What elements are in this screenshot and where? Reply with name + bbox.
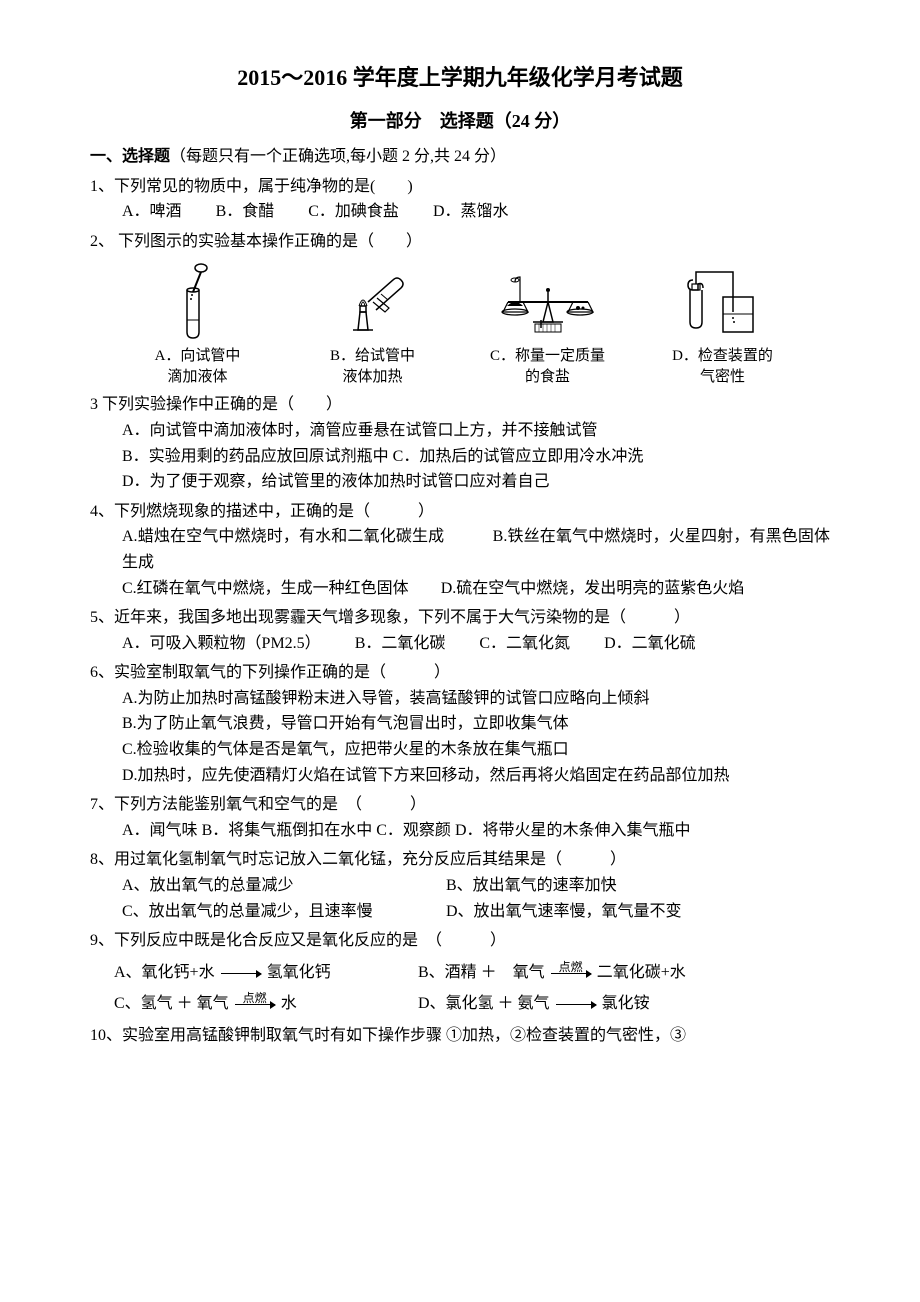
diagram-b-caption: B．给试管中 液体加热: [285, 346, 460, 388]
q9-b-cond: 点燃: [559, 958, 583, 977]
q6-opt-c: C.检验收集的气体是否是氧气，应把带火星的木条放在集气瓶口: [90, 737, 830, 763]
q9-c-left: C、氢气 ＋ 氧气: [114, 995, 229, 1012]
q9-opt-c: C、氢气 ＋ 氧气 点燃 水: [114, 991, 414, 1017]
q9-b-left: B、酒精 ＋ 氧气: [418, 964, 545, 981]
q3-opt-d: D．为了便于观察，给试管里的液体加热时试管口应对着自己: [90, 469, 830, 495]
question-5-text: 5、近年来，我国多地出现雾霾天气增多现象，下列不属于大气污染物的是（ ）: [90, 605, 830, 631]
q5-opt-b: B．二氧化碳: [355, 631, 446, 657]
q8-line1: A、放出氧气的总量减少 B、放出氧气的速率加快: [90, 873, 830, 899]
question-7: 7、下列方法能鉴别氧气和空气的是 （ ） A．闻气味 B．将集气瓶倒扣在水中 C…: [90, 792, 830, 843]
q9-opt-d: D、氯化氢 ＋ 氨气 氯化铵: [418, 991, 650, 1017]
q9-b-right: 二氧化碳+水: [597, 964, 686, 981]
arrow-icon: [221, 973, 261, 974]
q4-opt-c: C.红磷在氧气中燃烧，生成一种红色固体: [122, 580, 409, 597]
question-1-options: A．啤酒 B．食醋 C．加碘食盐 D．蒸馏水: [90, 199, 830, 225]
diagram-c: C．称量一定质量 的食盐: [460, 262, 635, 388]
question-3: 3 下列实验操作中正确的是（ ） A．向试管中滴加液体时，滴管应垂悬在试管口上方…: [90, 392, 830, 494]
diagram-c-caption: C．称量一定质量 的食盐: [460, 346, 635, 388]
q9-c-right: 水: [281, 995, 297, 1012]
q4-line-cd: C.红磷在氧气中燃烧，生成一种红色固体 D.硫在空气中燃烧，发出明亮的蓝紫色火焰: [90, 576, 830, 602]
question-9-text: 9、下列反应中既是化合反应又是氧化反应的是 （ ）: [90, 928, 830, 954]
q8-opt-d: D、放出氧气速率慢，氧气量不变: [446, 903, 682, 920]
question-5-options: A．可吸入颗粒物（PM2.5） B．二氧化碳 C．二氧化氮 D．二氧化硫: [90, 631, 830, 657]
cap-d2: 气密性: [700, 369, 745, 385]
question-2-text: 2、 下列图示的实验基本操作正确的是（ ）: [90, 229, 830, 255]
cap-d1: D．检查装置的: [672, 348, 773, 364]
arrow-icon: [556, 1004, 596, 1005]
q7-opt-b: B．将集气瓶倒扣在水中: [202, 822, 373, 839]
q5-opt-a: A．可吸入颗粒物（PM2.5）: [122, 631, 321, 657]
question-6-text: 6、实验室制取氧气的下列操作正确的是（ ）: [90, 660, 830, 686]
cap-a1: A．向试管中: [155, 348, 241, 364]
question-4: 4、下列燃烧现象的描述中，正确的是（ ） A.蜡烛在空气中燃烧时，有水和二氧化碳…: [90, 499, 830, 601]
q8-line2: C、放出氧气的总量减少，且速率慢 D、放出氧气速率慢，氧气量不变: [90, 899, 830, 925]
exam-title: 2015～2016 学年度上学期九年级化学月考试题: [90, 60, 830, 95]
arrow-icon: 点燃: [551, 973, 591, 974]
airtight-check-icon: [635, 262, 810, 342]
diagram-b: B．给试管中 液体加热: [285, 262, 460, 388]
q1-opt-d: D．蒸馏水: [433, 199, 509, 225]
question-5: 5、近年来，我国多地出现雾霾天气增多现象，下列不属于大气污染物的是（ ） A．可…: [90, 605, 830, 656]
q1-opt-c: C．加碘食盐: [308, 199, 399, 225]
q9-d-left: D、氯化氢 ＋ 氨气: [418, 995, 550, 1012]
question-8: 8、用过氧化氢制氧气时忘记放入二氧化锰，充分反应后其结果是（ ） A、放出氧气的…: [90, 847, 830, 924]
q5-opt-c: C．二氧化氮: [479, 631, 570, 657]
q1-opt-a: A．啤酒: [122, 199, 182, 225]
diagram-d-caption: D．检查装置的 气密性: [635, 346, 810, 388]
cap-b2: 液体加热: [342, 369, 402, 385]
question-9: 9、下列反应中既是化合反应又是氧化反应的是 （ ） A、氧化钙+水 氢氧化钙 B…: [90, 928, 830, 1017]
q7-options: A．闻气味 B．将集气瓶倒扣在水中 C．观察颜 D．将带火星的木条伸入集气瓶中: [90, 818, 830, 844]
question-4-text: 4、下列燃烧现象的描述中，正确的是（ ）: [90, 499, 830, 525]
question-1-text: 1、下列常见的物质中，属于纯净物的是( ): [90, 174, 830, 200]
q9-a-left: A、氧化钙+水: [114, 964, 215, 981]
cap-c1: C．称量一定质量: [490, 348, 605, 364]
q9-line-cd: C、氢气 ＋ 氧气 点燃 水 D、氯化氢 ＋ 氨气 氯化铵: [90, 991, 830, 1017]
question-10-text: 10、实验室用高锰酸钾制取氧气时有如下操作步骤 ①加热，②检查装置的气密性，③: [90, 1023, 830, 1049]
q7-opt-a: A．闻气味: [122, 822, 198, 839]
balance-scale-icon: [460, 262, 635, 342]
q1-opt-b: B．食醋: [216, 199, 275, 225]
question-1: 1、下列常见的物质中，属于纯净物的是( ) A．啤酒 B．食醋 C．加碘食盐 D…: [90, 174, 830, 225]
q8-opt-a: A、放出氧气的总量减少: [122, 873, 442, 899]
question-2-diagrams: A．向试管中 滴加液体 B．给试管中 液体加热: [90, 262, 830, 388]
q3-opt-a: A．向试管中滴加液体时，滴管应垂悬在试管口上方，并不接触试管: [90, 418, 830, 444]
section-1-label: 一、选择题: [90, 148, 170, 165]
q4-opt-a: A.蜡烛在空气中燃烧时，有水和二氧化碳生成: [122, 528, 444, 545]
q9-a-right: 氢氧化钙: [267, 964, 331, 981]
diagram-d: D．检查装置的 气密性: [635, 262, 810, 388]
q3-opt-bc: B．实验用剩的药品应放回原试剂瓶中 C．加热后的试管应立即用冷水冲洗: [90, 444, 830, 470]
section-1-desc: （每题只有一个正确选项,每小题 2 分,共 24 分）: [170, 148, 506, 165]
diagram-a-caption: A．向试管中 滴加液体: [110, 346, 285, 388]
q8-opt-b: B、放出氧气的速率加快: [446, 877, 617, 894]
cap-c2: 的食盐: [525, 369, 570, 385]
q9-line-ab: A、氧化钙+水 氢氧化钙 B、酒精 ＋ 氧气 点燃 二氧化碳+水: [90, 960, 830, 986]
q9-opt-b: B、酒精 ＋ 氧气 点燃 二氧化碳+水: [418, 960, 686, 986]
q7-opt-c: C．观察颜: [376, 822, 451, 839]
q9-opt-a: A、氧化钙+水 氢氧化钙: [114, 960, 414, 986]
cap-b1: B．给试管中: [330, 348, 415, 364]
question-2: 2、 下列图示的实验基本操作正确的是（ ） A．向试管中 滴加液体: [90, 229, 830, 389]
diagram-a: A．向试管中 滴加液体: [110, 262, 285, 388]
question-8-text: 8、用过氧化氢制氧气时忘记放入二氧化锰，充分反应后其结果是（ ）: [90, 847, 830, 873]
q6-opt-d: D.加热时，应先使酒精灯火焰在试管下方来回移动，然后再将火焰固定在药品部位加热: [90, 763, 830, 789]
dropper-tube-icon: [110, 262, 285, 342]
arrow-icon: 点燃: [235, 1004, 275, 1005]
question-3-text: 3 下列实验操作中正确的是（ ）: [90, 392, 830, 418]
question-7-text: 7、下列方法能鉴别氧气和空气的是 （ ）: [90, 792, 830, 818]
question-6: 6、实验室制取氧气的下列操作正确的是（ ） A.为防止加热时高锰酸钾粉末进入导管…: [90, 660, 830, 788]
q5-opt-d: D．二氧化硫: [604, 631, 696, 657]
q6-opt-a: A.为防止加热时高锰酸钾粉末进入导管，装高锰酸钾的试管口应略向上倾斜: [90, 686, 830, 712]
q6-opt-b: B.为了防止氧气浪费，导管口开始有气泡冒出时，立即收集气体: [90, 711, 830, 737]
q9-c-cond: 点燃: [243, 989, 267, 1008]
q7-opt-d: D．将带火星的木条伸入集气瓶中: [455, 822, 691, 839]
cap-a2: 滴加液体: [167, 369, 227, 385]
heat-tube-icon: [285, 262, 460, 342]
q4-line-ab: A.蜡烛在空气中燃烧时，有水和二氧化碳生成 B.铁丝在氧气中燃烧时，火星四射，有…: [90, 524, 830, 575]
q9-d-right: 氯化铵: [602, 995, 650, 1012]
q8-opt-c: C、放出氧气的总量减少，且速率慢: [122, 899, 442, 925]
question-10: 10、实验室用高锰酸钾制取氧气时有如下操作步骤 ①加热，②检查装置的气密性，③: [90, 1023, 830, 1049]
section-1-header: 一、选择题（每题只有一个正确选项,每小题 2 分,共 24 分）: [90, 144, 830, 170]
q4-opt-d: D.硫在空气中燃烧，发出明亮的蓝紫色火焰: [441, 580, 745, 597]
part-header: 第一部分 选择题（24 分）: [90, 107, 830, 136]
